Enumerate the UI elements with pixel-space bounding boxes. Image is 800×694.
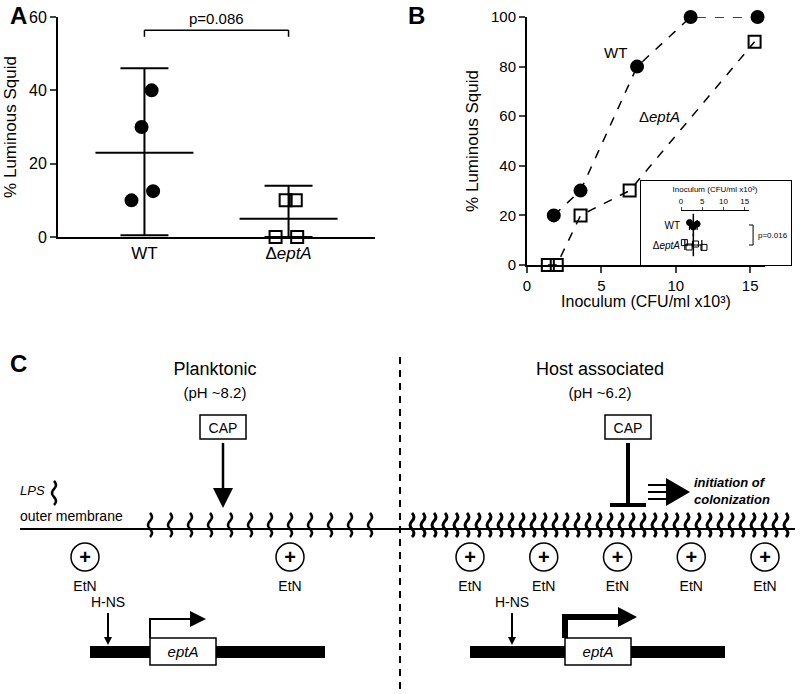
- svg-text:+: +: [685, 546, 697, 568]
- svg-text:EtN: EtN: [532, 578, 555, 594]
- html-text:B: B: [408, 2, 426, 29]
- svg-text:80: 80: [499, 58, 516, 75]
- svg-text:20: 20: [29, 155, 47, 172]
- svg-text:5: 5: [700, 197, 705, 206]
- svg-text:H-NS: H-NS: [495, 594, 529, 610]
- svg-text:ΔeptA: ΔeptA: [265, 244, 311, 263]
- svg-text:20: 20: [499, 207, 516, 224]
- svg-text:+: +: [464, 546, 476, 568]
- svg-text:+: +: [612, 546, 624, 568]
- svg-text:EtN: EtN: [278, 578, 301, 594]
- svg-text:CAP: CAP: [614, 420, 643, 436]
- svg-text:EtN: EtN: [606, 578, 629, 594]
- svg-text:p=0.086: p=0.086: [189, 10, 244, 27]
- svg-text:+: +: [284, 546, 296, 568]
- svg-text:EtN: EtN: [753, 578, 776, 594]
- svg-text:WT: WT: [664, 220, 680, 231]
- svg-text:60: 60: [499, 107, 516, 124]
- svg-text:initiation of: initiation of: [694, 475, 766, 490]
- svg-text:10: 10: [719, 197, 728, 206]
- svg-text:0: 0: [679, 197, 684, 206]
- svg-text:WT: WT: [131, 244, 157, 263]
- svg-text:ΔeptA: ΔeptA: [639, 108, 680, 125]
- html-text:A: A: [10, 2, 28, 29]
- svg-text:10: 10: [667, 277, 684, 294]
- svg-text:5: 5: [597, 277, 605, 294]
- svg-text:0: 0: [523, 277, 531, 294]
- svg-text:(pH ~6.2): (pH ~6.2): [569, 384, 632, 401]
- svg-text:15: 15: [742, 277, 759, 294]
- svg-text:WT: WT: [604, 44, 627, 61]
- svg-text:EtN: EtN: [73, 578, 96, 594]
- svg-text:40: 40: [29, 82, 47, 99]
- svg-text:+: +: [79, 546, 91, 568]
- svg-text:Host associated: Host associated: [536, 359, 664, 379]
- svg-text:(pH ~8.2): (pH ~8.2): [184, 384, 247, 401]
- svg-text:EtN: EtN: [458, 578, 481, 594]
- svg-text:15: 15: [740, 197, 749, 206]
- svg-text:colonization: colonization: [694, 492, 770, 507]
- svg-text:Inoculum (CFU/ml x10³): Inoculum (CFU/ml x10³): [561, 293, 731, 310]
- svg-text:100: 100: [491, 8, 516, 25]
- svg-text:+: +: [759, 546, 771, 568]
- svg-text:eptA: eptA: [168, 643, 199, 660]
- svg-text:eptA: eptA: [583, 643, 614, 660]
- svg-text:EtN: EtN: [680, 578, 703, 594]
- svg-text:LPS: LPS: [20, 483, 45, 498]
- svg-text:0: 0: [38, 229, 47, 246]
- svg-text:p=0.016: p=0.016: [758, 231, 788, 240]
- svg-text:Planktonic: Planktonic: [173, 359, 256, 379]
- svg-text:% Luminous Squid: % Luminous Squid: [1, 56, 20, 198]
- svg-text:outer membrane: outer membrane: [20, 508, 123, 524]
- svg-text:H-NS: H-NS: [91, 594, 125, 610]
- svg-text:ΔeptA: ΔeptA: [653, 240, 681, 251]
- html-text:C: C: [10, 350, 28, 377]
- svg-text:+: +: [538, 546, 550, 568]
- svg-text:60: 60: [29, 9, 47, 26]
- svg-text:CAP: CAP: [209, 420, 238, 436]
- svg-text:0: 0: [508, 256, 516, 273]
- svg-text:% Luminous Squid: % Luminous Squid: [463, 70, 482, 212]
- svg-text:Inoculum (CFU/ml x10³): Inoculum (CFU/ml x10³): [673, 185, 758, 194]
- svg-text:40: 40: [499, 157, 516, 174]
